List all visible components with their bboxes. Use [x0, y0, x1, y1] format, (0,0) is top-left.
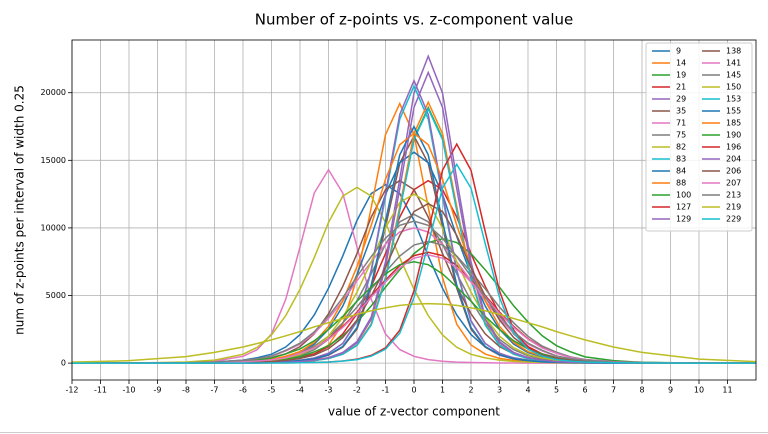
y-tick-label: 20000 [41, 88, 66, 97]
x-tick-label: 9 [668, 386, 673, 395]
x-tick-label: -8 [182, 386, 190, 395]
legend-label: 206 [726, 167, 741, 176]
x-tick-label: 0 [411, 386, 416, 395]
x-tick-label: 1 [440, 386, 445, 395]
legend-label: 14 [676, 59, 686, 68]
y-tick-label: 5000 [46, 291, 66, 300]
y-tick-label: 0 [61, 359, 66, 368]
legend-label: 153 [726, 95, 741, 104]
x-tick-label: 8 [639, 386, 644, 395]
x-tick-label: -7 [211, 386, 219, 395]
x-tick-label: -10 [122, 386, 135, 395]
legend-label: 190 [726, 131, 741, 140]
legend-label: 196 [726, 143, 741, 152]
legend-label: 219 [726, 203, 741, 212]
legend-label: 9 [676, 47, 681, 56]
x-tick-label: -2 [353, 386, 361, 395]
chart-title: Number of z-points vs. z-component value [255, 11, 574, 29]
legend-label: 229 [726, 215, 741, 224]
x-tick-label: -3 [325, 386, 333, 395]
x-tick-label: 10 [694, 386, 704, 395]
legend-label: 150 [726, 83, 741, 92]
legend-label: 141 [726, 59, 741, 68]
x-tick-label: 2 [468, 386, 473, 395]
legend-label: 29 [676, 95, 686, 104]
legend-label: 88 [676, 179, 686, 188]
legend-label: 100 [676, 191, 691, 200]
x-tick-label: -5 [268, 386, 276, 395]
legend-box [645, 42, 753, 232]
series-line [72, 162, 756, 364]
series-line [72, 220, 756, 364]
legend-label: 35 [676, 107, 686, 116]
series-line [72, 254, 756, 364]
y-axis-label: num of z-points per interval of width 0.… [13, 85, 27, 335]
x-tick-label: 5 [554, 386, 559, 395]
legend-label: 185 [726, 119, 741, 128]
series-line [72, 302, 756, 363]
legend-label: 82 [676, 143, 686, 152]
x-tick-label: 11 [722, 386, 732, 395]
legend-label: 204 [726, 155, 741, 164]
x-tick-label: -4 [296, 386, 304, 395]
x-tick-label: 6 [582, 386, 587, 395]
x-tick-label: -9 [154, 386, 162, 395]
x-tick-label: -12 [65, 386, 78, 395]
legend-label: 84 [676, 167, 686, 176]
x-tick-label: -11 [94, 386, 107, 395]
legend-label: 155 [726, 107, 741, 116]
legend-label: 71 [676, 119, 686, 128]
legend-label: 21 [676, 83, 686, 92]
legend-label: 127 [676, 203, 691, 212]
series-line [72, 202, 756, 364]
x-tick-label: 3 [497, 386, 502, 395]
legend-label: 129 [676, 215, 691, 224]
legend: 9 14 19 21 29 35 71 75 82 83 84 88 100 127 129 138 141 14… [645, 42, 753, 232]
legend-label: 138 [726, 47, 741, 56]
legend-label: 75 [676, 131, 686, 140]
legend-label: 213 [726, 191, 741, 200]
x-tick-label: 4 [525, 386, 530, 395]
legend-label: 19 [676, 71, 686, 80]
legend-label: 145 [726, 71, 741, 80]
plot-frame [71, 39, 757, 381]
x-tick-label: -1 [382, 386, 390, 395]
x-tick-label: -6 [239, 386, 247, 395]
x-axis-label: value of z-vector component [328, 405, 500, 419]
legend-label: 207 [726, 179, 741, 188]
x-tick-label: 7 [611, 386, 616, 395]
legend-label: 83 [676, 155, 686, 164]
y-tick-label: 10000 [41, 223, 66, 232]
y-tick-label: 15000 [41, 156, 66, 165]
